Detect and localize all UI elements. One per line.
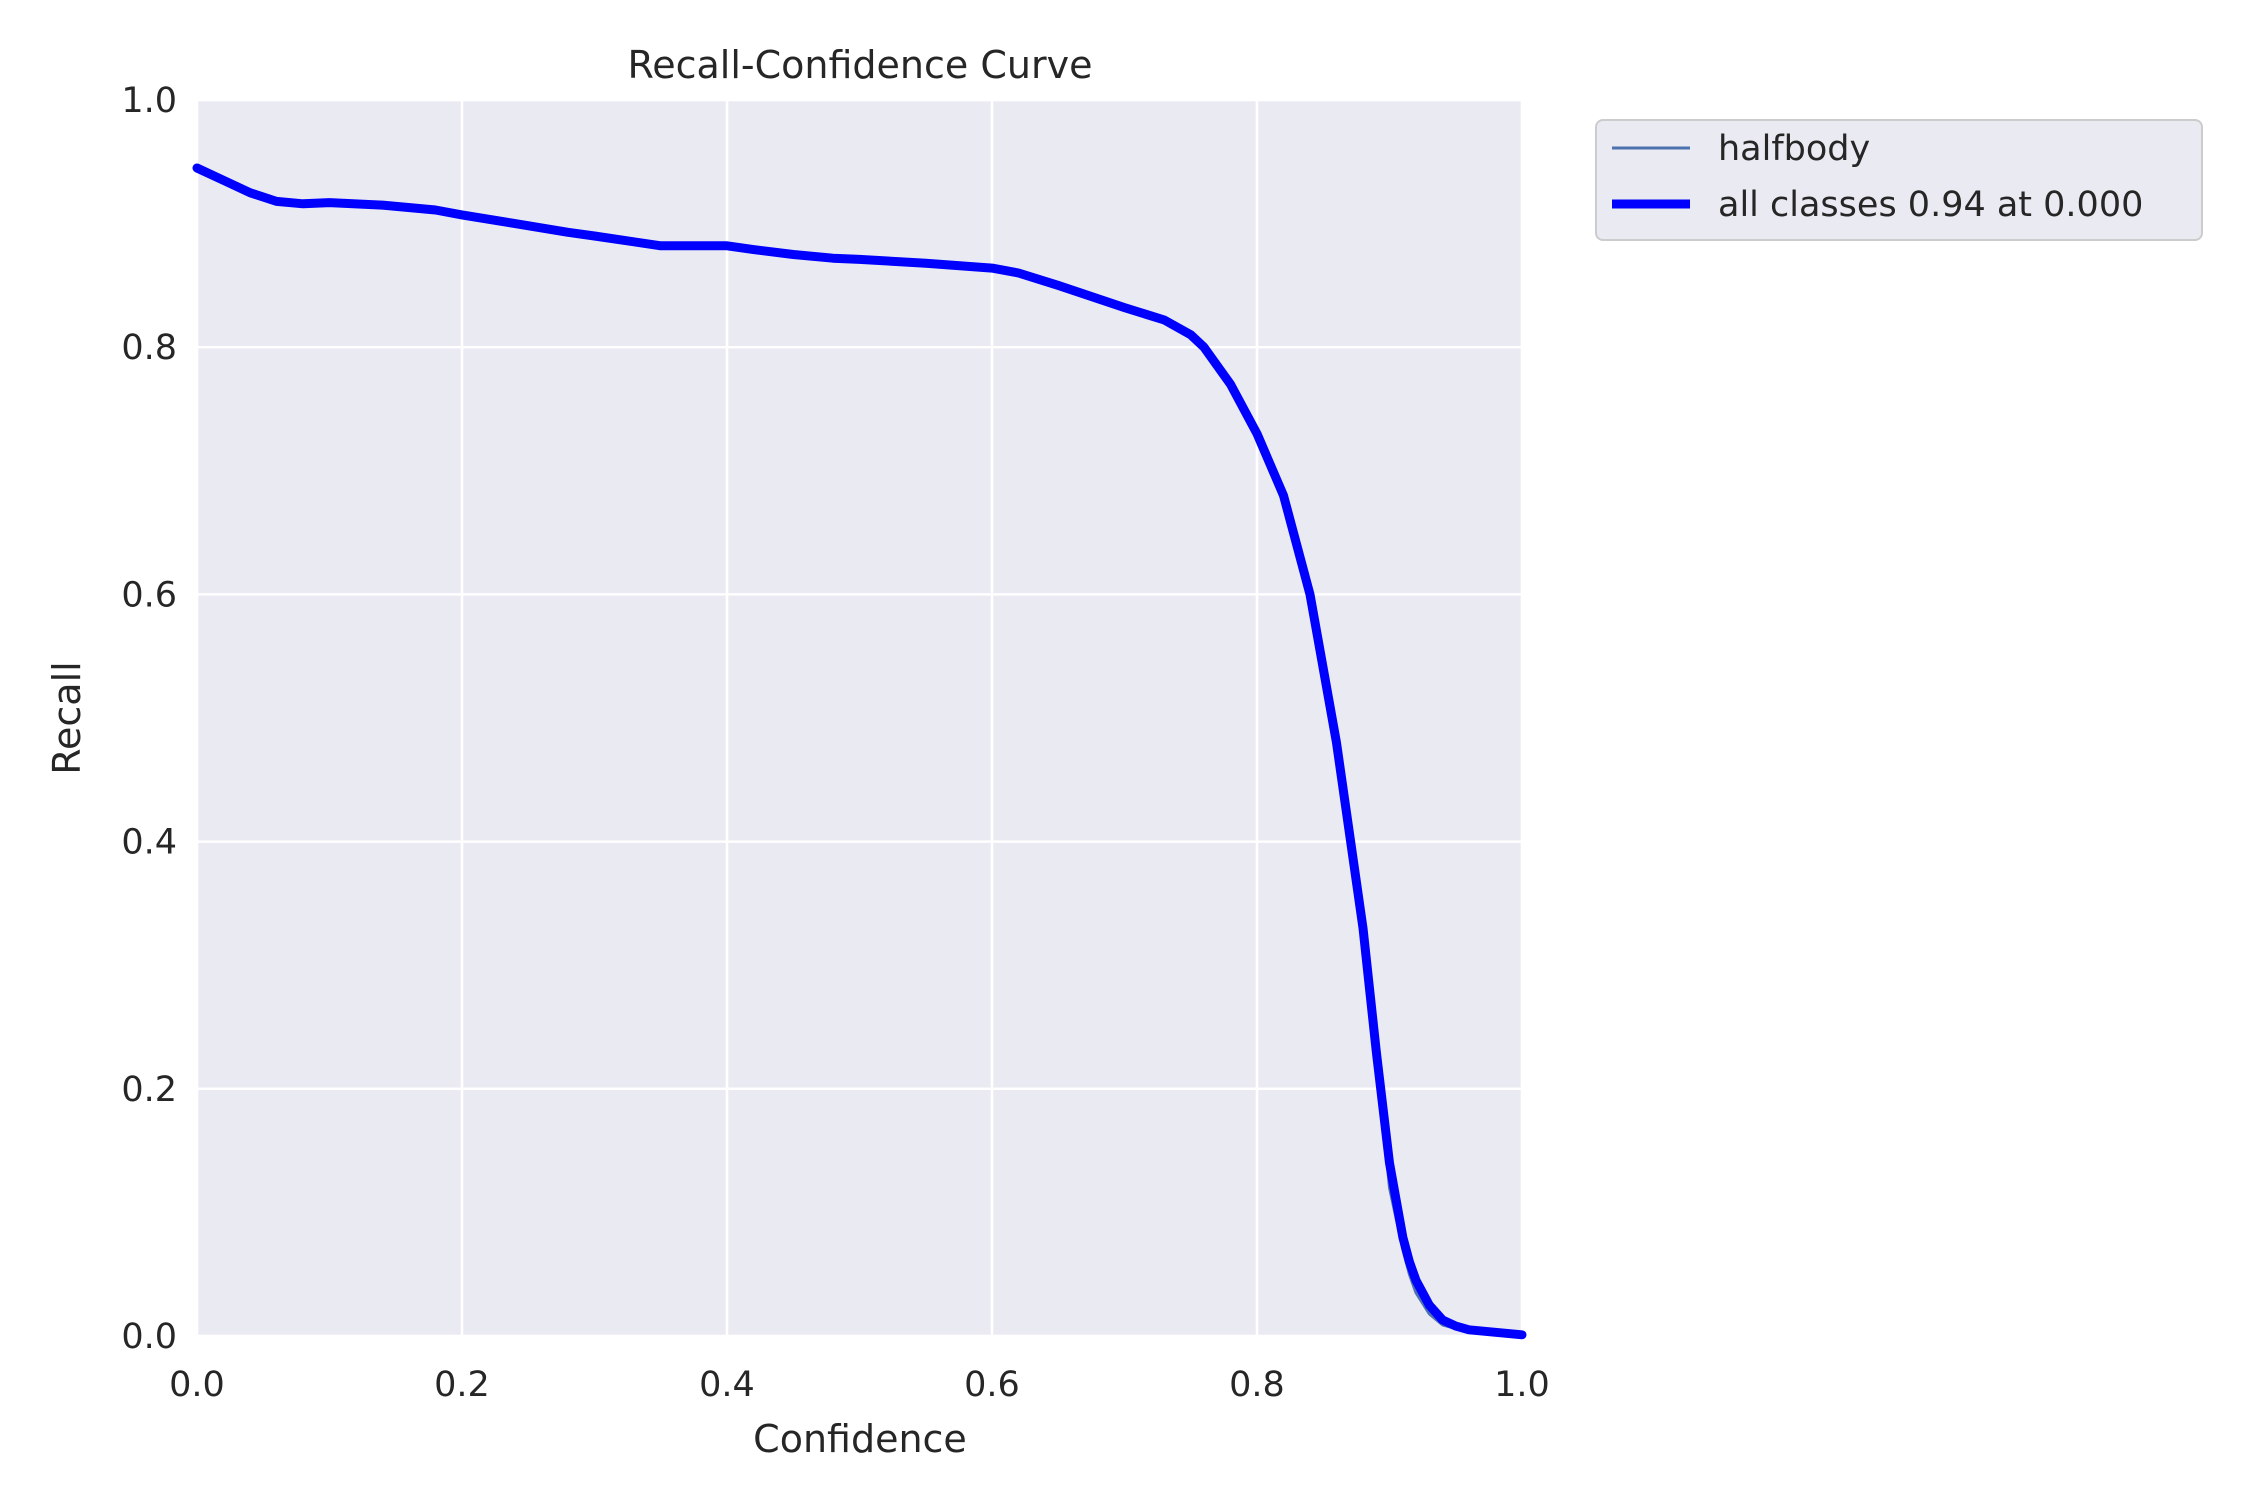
y-tick-label: 0.6 — [121, 575, 177, 615]
y-tick-labels: 0.0 0.2 0.4 0.6 0.8 1.0 — [121, 81, 177, 1357]
y-tick-label: 1.0 — [121, 81, 177, 121]
legend: halfbody all classes 0.94 at 0.000 — [1595, 119, 2203, 241]
grid-lines — [195, 98, 1524, 1338]
x-tick-labels: 0.0 0.2 0.4 0.6 0.8 1.0 — [169, 1365, 1550, 1405]
x-tick-label: 0.6 — [964, 1365, 1020, 1405]
plot-area-background — [197, 100, 1522, 1336]
legend-label-halfbody: halfbody — [1718, 129, 1870, 169]
y-tick-label: 0.0 — [121, 1317, 177, 1357]
x-tick-label: 0.0 — [169, 1365, 225, 1405]
series-line-all-classes — [192, 163, 1527, 1340]
y-tick-label: 0.8 — [121, 328, 177, 368]
chart-title: Recall-Confidence Curve — [628, 43, 1093, 87]
legend-label-all-classes: all classes 0.94 at 0.000 — [1718, 185, 2143, 225]
legend-box — [1595, 119, 2203, 241]
x-tick-label: 0.2 — [434, 1365, 490, 1405]
x-axis-label: Confidence — [753, 1417, 967, 1461]
series-layer — [192, 163, 1527, 1340]
x-tick-label: 0.4 — [699, 1365, 755, 1405]
y-axis-label: Recall — [45, 661, 89, 774]
x-tick-label: 1.0 — [1494, 1365, 1550, 1405]
x-tick-label: 0.8 — [1229, 1365, 1285, 1405]
y-tick-label: 0.2 — [121, 1070, 177, 1110]
y-tick-label: 0.4 — [121, 823, 177, 863]
